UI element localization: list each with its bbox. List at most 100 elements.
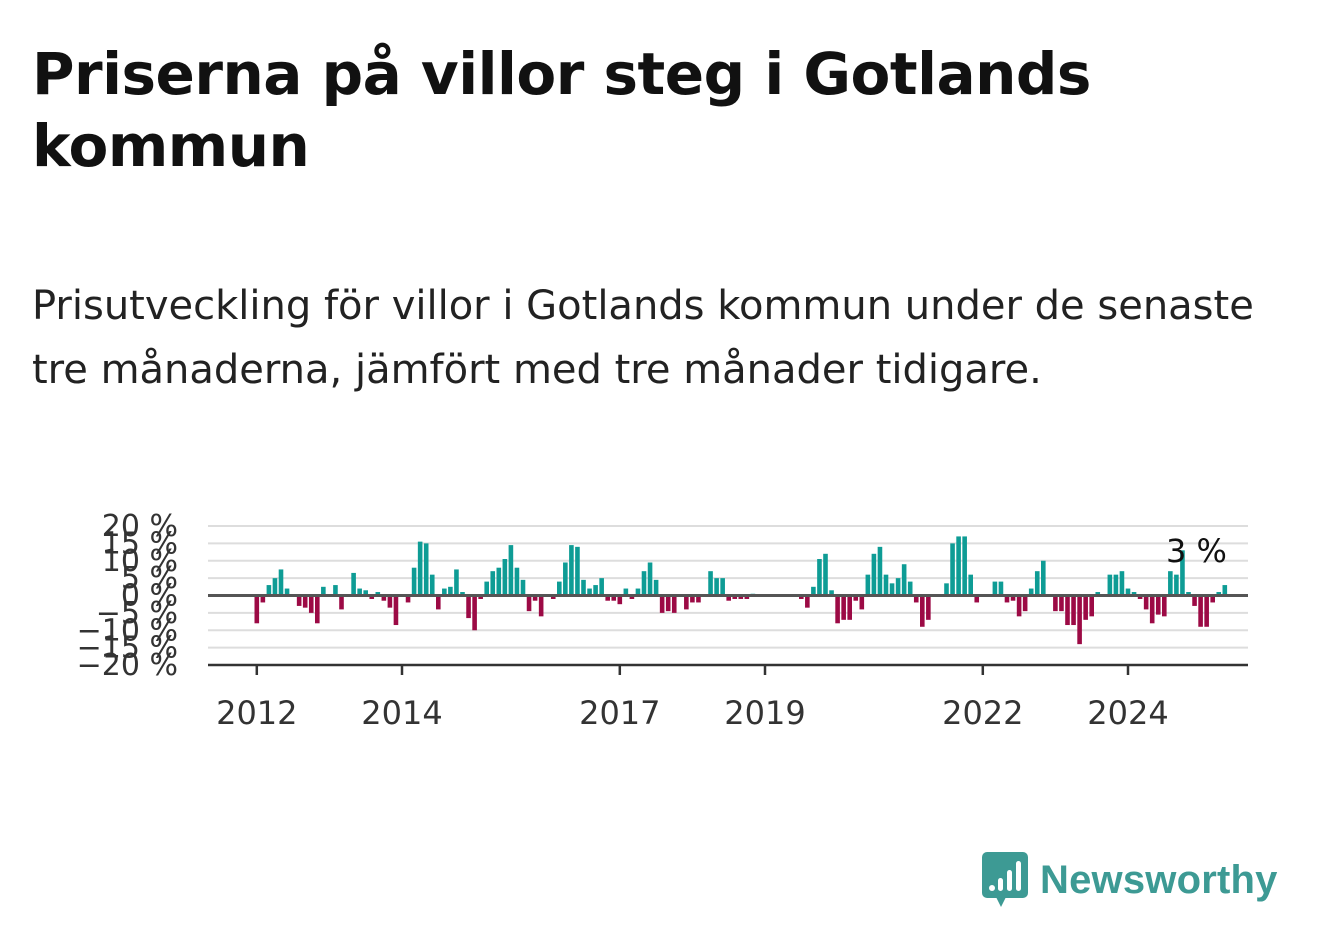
bar — [436, 595, 441, 610]
bar — [357, 588, 362, 596]
bar — [254, 595, 260, 624]
bar — [811, 586, 816, 596]
bar — [635, 588, 641, 596]
y-tick-label: 10 % — [102, 544, 178, 579]
bar — [799, 595, 804, 599]
bar — [968, 574, 973, 596]
bar — [502, 559, 508, 596]
bar — [877, 546, 883, 596]
bar — [321, 586, 326, 596]
bar — [423, 543, 429, 596]
bar — [805, 595, 810, 608]
y-tick-label: −10 % — [77, 613, 178, 648]
bar — [284, 588, 290, 596]
bar — [659, 595, 665, 613]
newsworthy-logo[interactable]: Newsworthy — [980, 850, 1278, 910]
bar — [266, 585, 272, 596]
y-tick-label: −5 % — [96, 596, 178, 631]
bar — [581, 579, 586, 596]
bar — [381, 595, 387, 601]
bar — [726, 595, 731, 601]
bar — [696, 595, 701, 603]
bar — [417, 541, 423, 596]
bar — [998, 581, 1004, 596]
bar — [550, 595, 556, 599]
bar — [671, 595, 677, 613]
bar — [557, 581, 562, 596]
bar — [605, 595, 610, 601]
bar — [496, 567, 502, 596]
brand-name: Newsworthy — [1040, 857, 1278, 902]
bar — [920, 595, 925, 627]
x-tick-label: 2014 — [361, 694, 442, 732]
bar — [1119, 571, 1125, 596]
bar — [823, 553, 828, 596]
bar — [690, 595, 695, 603]
bar — [913, 595, 919, 603]
bar — [992, 581, 998, 596]
bar — [375, 592, 381, 596]
bar — [629, 595, 635, 599]
bar — [1089, 595, 1094, 617]
chart-subtitle: Prisutveckling för villor i Gotlands kom… — [32, 283, 1254, 393]
bar — [429, 574, 435, 596]
y-tick-label: 5 % — [121, 561, 178, 596]
bar — [889, 583, 895, 596]
bar — [871, 553, 877, 596]
bar — [260, 595, 266, 603]
chart-title: Priserna på villor steg i Gotlands kommu… — [32, 40, 1091, 180]
bar — [478, 595, 483, 599]
bar — [308, 595, 314, 613]
bar — [829, 590, 834, 596]
bar — [532, 595, 538, 601]
x-tick-label: 2019 — [724, 694, 805, 732]
bar — [472, 595, 477, 631]
bar — [714, 578, 719, 596]
bar — [1041, 560, 1046, 596]
bar — [569, 545, 574, 596]
bar-chart: 20 %15 %10 %5 %0 %−5 %−10 %−15 %−20 % 201… — [77, 509, 1248, 732]
bar — [351, 572, 356, 596]
bar — [1204, 595, 1209, 627]
bar — [599, 578, 604, 596]
bar — [593, 585, 598, 596]
bar — [315, 595, 320, 624]
bar — [1180, 550, 1185, 596]
bar — [1095, 592, 1101, 596]
bar — [1053, 595, 1058, 612]
bar — [1198, 595, 1203, 627]
x-tick-label: 2024 — [1087, 694, 1168, 732]
y-tick-label: 15 % — [102, 526, 178, 561]
bar — [1004, 595, 1010, 603]
x-tick-label: 2017 — [579, 694, 660, 732]
bar — [847, 595, 852, 620]
bar — [526, 595, 532, 612]
bar — [563, 562, 568, 596]
bar — [647, 562, 653, 596]
bar — [974, 595, 980, 603]
bar — [1131, 592, 1137, 596]
bar — [865, 574, 871, 596]
bar — [405, 595, 411, 603]
bar — [1168, 571, 1173, 596]
bar — [1059, 595, 1064, 612]
bar — [278, 569, 284, 596]
bar — [1125, 588, 1131, 596]
newsworthy-logo-icon — [982, 852, 1028, 907]
bar — [1016, 595, 1022, 617]
bar — [454, 569, 459, 596]
bar — [841, 595, 846, 620]
bar — [1028, 588, 1034, 596]
bar — [1137, 595, 1143, 599]
bar — [653, 579, 659, 596]
bar — [369, 595, 375, 599]
bar — [708, 571, 713, 596]
bar — [956, 536, 961, 596]
bar — [665, 595, 671, 612]
bar — [1192, 595, 1197, 606]
bar — [883, 574, 889, 596]
y-tick-label: −15 % — [77, 631, 178, 666]
bar — [1216, 592, 1222, 596]
bar — [411, 567, 417, 596]
bar — [1143, 595, 1149, 610]
